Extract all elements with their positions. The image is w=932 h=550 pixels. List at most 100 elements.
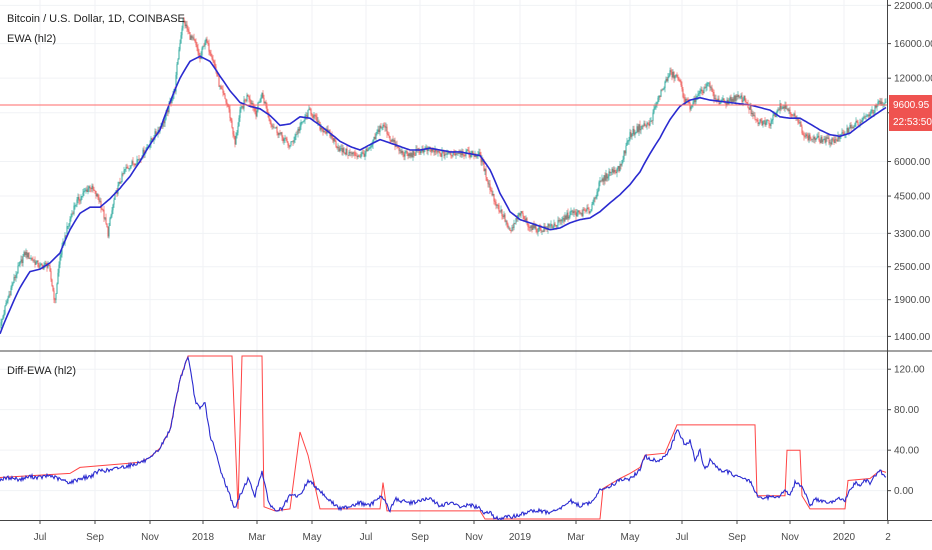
candle-body [298, 129, 300, 131]
candle-body [26, 252, 28, 258]
candle-body [642, 125, 644, 127]
candle-body [683, 96, 685, 99]
candle-body [762, 121, 764, 126]
candle-body [346, 148, 348, 155]
candle-body [865, 116, 867, 117]
candle-body [703, 87, 705, 94]
candle-body [817, 135, 819, 137]
candle-body [320, 127, 322, 130]
candle-body [589, 211, 591, 214]
candle-body [484, 168, 486, 172]
candle-body [84, 190, 86, 192]
candle-body [680, 81, 682, 85]
candle-body [873, 112, 875, 114]
candle-body [565, 215, 567, 220]
candle-body [393, 139, 395, 142]
candle-body [506, 220, 508, 225]
candle-body [788, 109, 790, 111]
candle-body [690, 106, 692, 110]
candle-body [505, 220, 507, 222]
candle-body [92, 185, 94, 190]
candle-body [756, 119, 758, 121]
candle-body [479, 152, 481, 155]
signal-line[interactable] [0, 355, 887, 520]
candle-body [838, 135, 840, 139]
candle-body [348, 151, 350, 156]
candle-body [829, 142, 831, 144]
candle-body [870, 110, 872, 114]
y-tick-label: 3300.00 [894, 229, 931, 240]
price-tag: 9600.95 22:53:50 [889, 95, 932, 131]
x-tick-label: Nov [465, 532, 483, 543]
candle-body [104, 217, 106, 219]
candle-body [813, 136, 815, 140]
candle-body [874, 105, 876, 113]
candle-body [601, 178, 603, 181]
candle-body [206, 39, 208, 44]
diff-ewa-pane[interactable] [0, 355, 887, 521]
candle-body [271, 124, 273, 127]
candle-body [559, 220, 561, 222]
price-tag-box [889, 95, 932, 131]
candle-body [549, 225, 551, 227]
candle-body [307, 110, 309, 118]
candle-body [816, 136, 818, 139]
candle-body [581, 212, 583, 216]
candle-body [69, 218, 71, 224]
candle-body [280, 132, 282, 134]
candle-body [187, 28, 189, 31]
diff-ewa-line[interactable] [0, 355, 887, 521]
candle-body [853, 126, 855, 129]
candle-body [664, 81, 666, 89]
candle-body [264, 101, 266, 103]
candle-body [272, 126, 274, 128]
candle-body [34, 260, 36, 265]
candle-body [672, 71, 674, 78]
candle-body [476, 156, 478, 157]
candle-body [414, 155, 416, 156]
candle-body [786, 108, 788, 110]
candle-body [630, 132, 632, 137]
candle-body [220, 86, 222, 89]
candle-body [389, 136, 391, 140]
candle-body [265, 101, 267, 107]
candle-body [86, 189, 88, 193]
x-tick-label: Jul [360, 532, 373, 543]
y-tick-label: 4500.00 [894, 192, 931, 203]
candle-body [361, 152, 363, 154]
candle-body [695, 97, 697, 103]
candle-body [399, 150, 401, 151]
candle-body [256, 110, 258, 117]
candle-body [332, 137, 334, 142]
candle-body [368, 148, 370, 150]
candle-body [769, 124, 771, 126]
candle-body [38, 266, 40, 268]
candle-body [255, 110, 257, 117]
candle-body [41, 263, 43, 266]
candle-body [296, 134, 298, 135]
candle-body [282, 137, 284, 142]
ewa-line[interactable] [0, 55, 887, 335]
candle-body [219, 86, 221, 87]
candle-body [257, 102, 259, 111]
candle-body [246, 94, 248, 101]
lower-indicator-label[interactable]: Diff-EWA (hl2) [7, 365, 76, 377]
candle-body [231, 120, 233, 128]
candle-body [592, 201, 594, 205]
candle-body [114, 192, 116, 200]
candle-body [6, 301, 8, 304]
candle-body [218, 76, 220, 87]
price-pane[interactable] [0, 17, 887, 335]
candle-body [394, 139, 396, 147]
candle-body [737, 94, 739, 97]
candle-body [700, 89, 702, 91]
candle-body [129, 168, 131, 170]
candle-body [805, 134, 807, 137]
candle-body [376, 131, 378, 134]
candle-body [734, 95, 736, 101]
price-indicator-label[interactable]: EWA (hl2) [7, 33, 56, 45]
candle-body [501, 209, 503, 217]
candle-body [44, 263, 46, 266]
candle-body [97, 194, 99, 199]
candle-body [555, 225, 557, 227]
